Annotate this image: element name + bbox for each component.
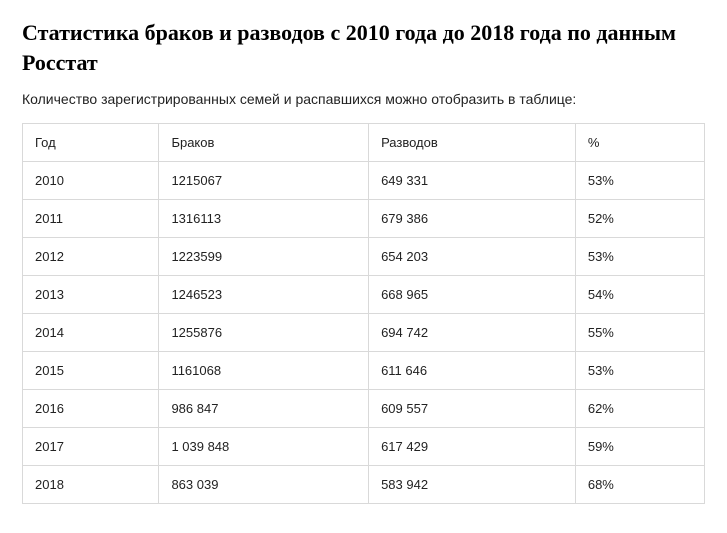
cell-percent: 54%: [575, 276, 704, 314]
cell-year: 2015: [23, 352, 159, 390]
cell-percent: 68%: [575, 466, 704, 504]
cell-divorces: 649 331: [369, 162, 576, 200]
table-row: 2013 1246523 668 965 54%: [23, 276, 705, 314]
cell-year: 2017: [23, 428, 159, 466]
cell-percent: 52%: [575, 200, 704, 238]
cell-divorces: 611 646: [369, 352, 576, 390]
cell-marriages: 863 039: [159, 466, 369, 504]
cell-marriages: 1215067: [159, 162, 369, 200]
cell-percent: 59%: [575, 428, 704, 466]
cell-percent: 53%: [575, 162, 704, 200]
cell-marriages: 986 847: [159, 390, 369, 428]
cell-divorces: 609 557: [369, 390, 576, 428]
cell-year: 2016: [23, 390, 159, 428]
cell-percent: 53%: [575, 352, 704, 390]
cell-percent: 53%: [575, 238, 704, 276]
cell-marriages: 1 039 848: [159, 428, 369, 466]
cell-year: 2014: [23, 314, 159, 352]
cell-year: 2013: [23, 276, 159, 314]
col-header: %: [575, 124, 704, 162]
cell-divorces: 668 965: [369, 276, 576, 314]
cell-year: 2012: [23, 238, 159, 276]
cell-divorces: 654 203: [369, 238, 576, 276]
cell-divorces: 617 429: [369, 428, 576, 466]
table-row: 2012 1223599 654 203 53%: [23, 238, 705, 276]
table-body: 2010 1215067 649 331 53% 2011 1316113 67…: [23, 162, 705, 504]
table-header-row: Год Браков Разводов %: [23, 124, 705, 162]
cell-year: 2011: [23, 200, 159, 238]
table-row: 2011 1316113 679 386 52%: [23, 200, 705, 238]
col-header: Браков: [159, 124, 369, 162]
table-row: 2018 863 039 583 942 68%: [23, 466, 705, 504]
cell-marriages: 1161068: [159, 352, 369, 390]
cell-divorces: 679 386: [369, 200, 576, 238]
page-title: Статистика браков и разводов с 2010 года…: [22, 18, 705, 77]
subtitle: Количество зарегистрированных семей и ра…: [22, 91, 705, 107]
col-header: Разводов: [369, 124, 576, 162]
table-row: 2010 1215067 649 331 53%: [23, 162, 705, 200]
col-header: Год: [23, 124, 159, 162]
cell-divorces: 583 942: [369, 466, 576, 504]
cell-marriages: 1246523: [159, 276, 369, 314]
cell-year: 2010: [23, 162, 159, 200]
table-row: 2014 1255876 694 742 55%: [23, 314, 705, 352]
cell-marriages: 1223599: [159, 238, 369, 276]
cell-divorces: 694 742: [369, 314, 576, 352]
table-row: 2017 1 039 848 617 429 59%: [23, 428, 705, 466]
table-row: 2016 986 847 609 557 62%: [23, 390, 705, 428]
cell-percent: 55%: [575, 314, 704, 352]
table-row: 2015 1161068 611 646 53%: [23, 352, 705, 390]
cell-percent: 62%: [575, 390, 704, 428]
cell-marriages: 1255876: [159, 314, 369, 352]
statistics-table: Год Браков Разводов % 2010 1215067 649 3…: [22, 123, 705, 504]
cell-year: 2018: [23, 466, 159, 504]
cell-marriages: 1316113: [159, 200, 369, 238]
